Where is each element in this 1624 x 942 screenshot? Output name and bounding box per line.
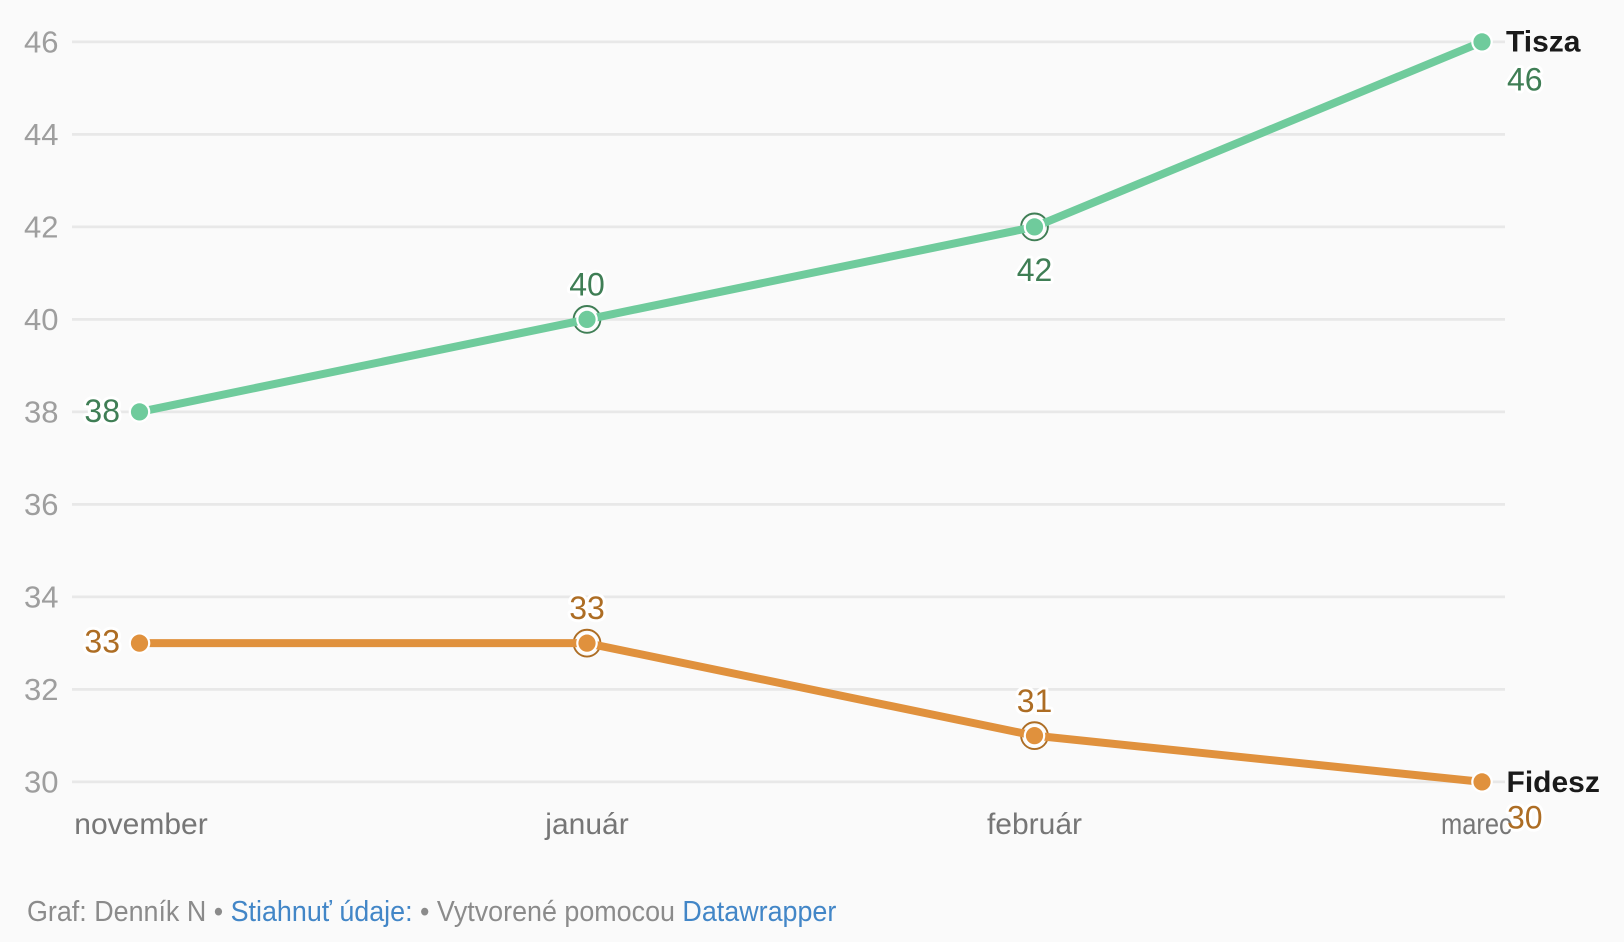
svg-text:Graf: Denník N • Stiahnuť údaj: Graf: Denník N • Stiahnuť údaje: • Vytvo… bbox=[27, 895, 836, 927]
svg-text:46: 46 bbox=[1507, 62, 1543, 98]
svg-text:42: 42 bbox=[1017, 252, 1053, 288]
svg-text:44: 44 bbox=[24, 117, 58, 152]
svg-text:november: november bbox=[74, 808, 207, 841]
svg-text:február: február bbox=[987, 808, 1082, 841]
svg-text:34: 34 bbox=[24, 579, 58, 614]
svg-text:38: 38 bbox=[24, 394, 58, 429]
svg-text:36: 36 bbox=[24, 487, 58, 522]
svg-text:40: 40 bbox=[24, 302, 58, 337]
svg-text:32: 32 bbox=[24, 672, 58, 707]
svg-text:38: 38 bbox=[84, 393, 120, 429]
svg-text:31: 31 bbox=[1017, 683, 1053, 719]
svg-text:Fidesz: Fidesz bbox=[1507, 766, 1600, 799]
svg-text:33: 33 bbox=[569, 590, 605, 626]
svg-text:40: 40 bbox=[569, 267, 605, 303]
svg-text:marec: marec bbox=[1441, 807, 1512, 840]
svg-text:január: január bbox=[544, 808, 628, 841]
svg-text:33: 33 bbox=[84, 623, 120, 659]
svg-text:30: 30 bbox=[1507, 800, 1543, 836]
svg-text:Tisza: Tisza bbox=[1506, 26, 1581, 59]
svg-text:46: 46 bbox=[24, 24, 58, 59]
svg-text:30: 30 bbox=[24, 764, 58, 799]
svg-text:42: 42 bbox=[24, 209, 58, 244]
